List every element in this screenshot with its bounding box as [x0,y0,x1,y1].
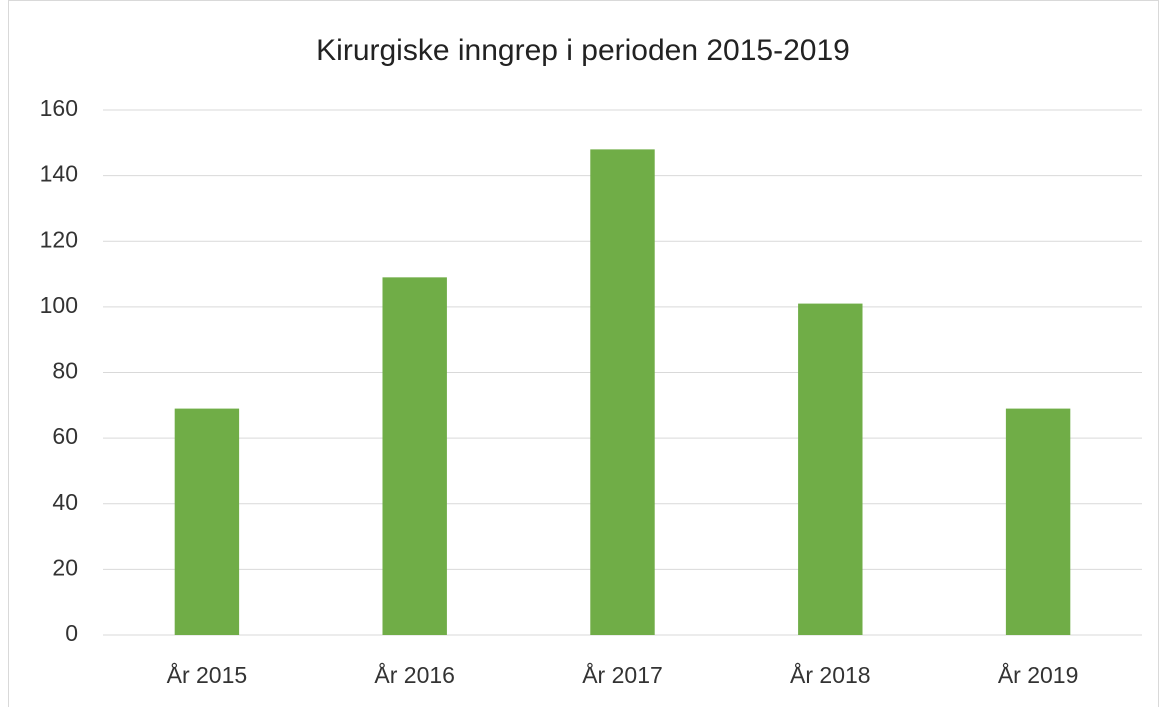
y-tick-label: 0 [65,620,78,646]
bar [174,408,240,635]
y-tick-label: 40 [52,489,78,515]
x-tick-label: År 2019 [998,661,1079,688]
y-tick-label: 100 [40,292,78,318]
x-tick-label: År 2017 [582,661,663,688]
bar [1005,408,1071,635]
x-tick-label: År 2015 [167,661,248,688]
y-tick-label: 140 [40,161,78,187]
y-tick-label: 160 [40,95,78,121]
y-tick-label: 80 [52,358,78,384]
bar [590,149,655,635]
bar [798,303,863,635]
x-tick-label: År 2016 [374,661,455,688]
y-tick-label: 120 [40,226,78,252]
chart-title: Kirurgiske inngrep i perioden 2015-2019 [316,34,850,67]
bar [382,277,447,635]
y-tick-label: 60 [52,423,78,449]
y-tick-label: 20 [52,554,78,580]
x-tick-label: År 2018 [790,661,871,688]
